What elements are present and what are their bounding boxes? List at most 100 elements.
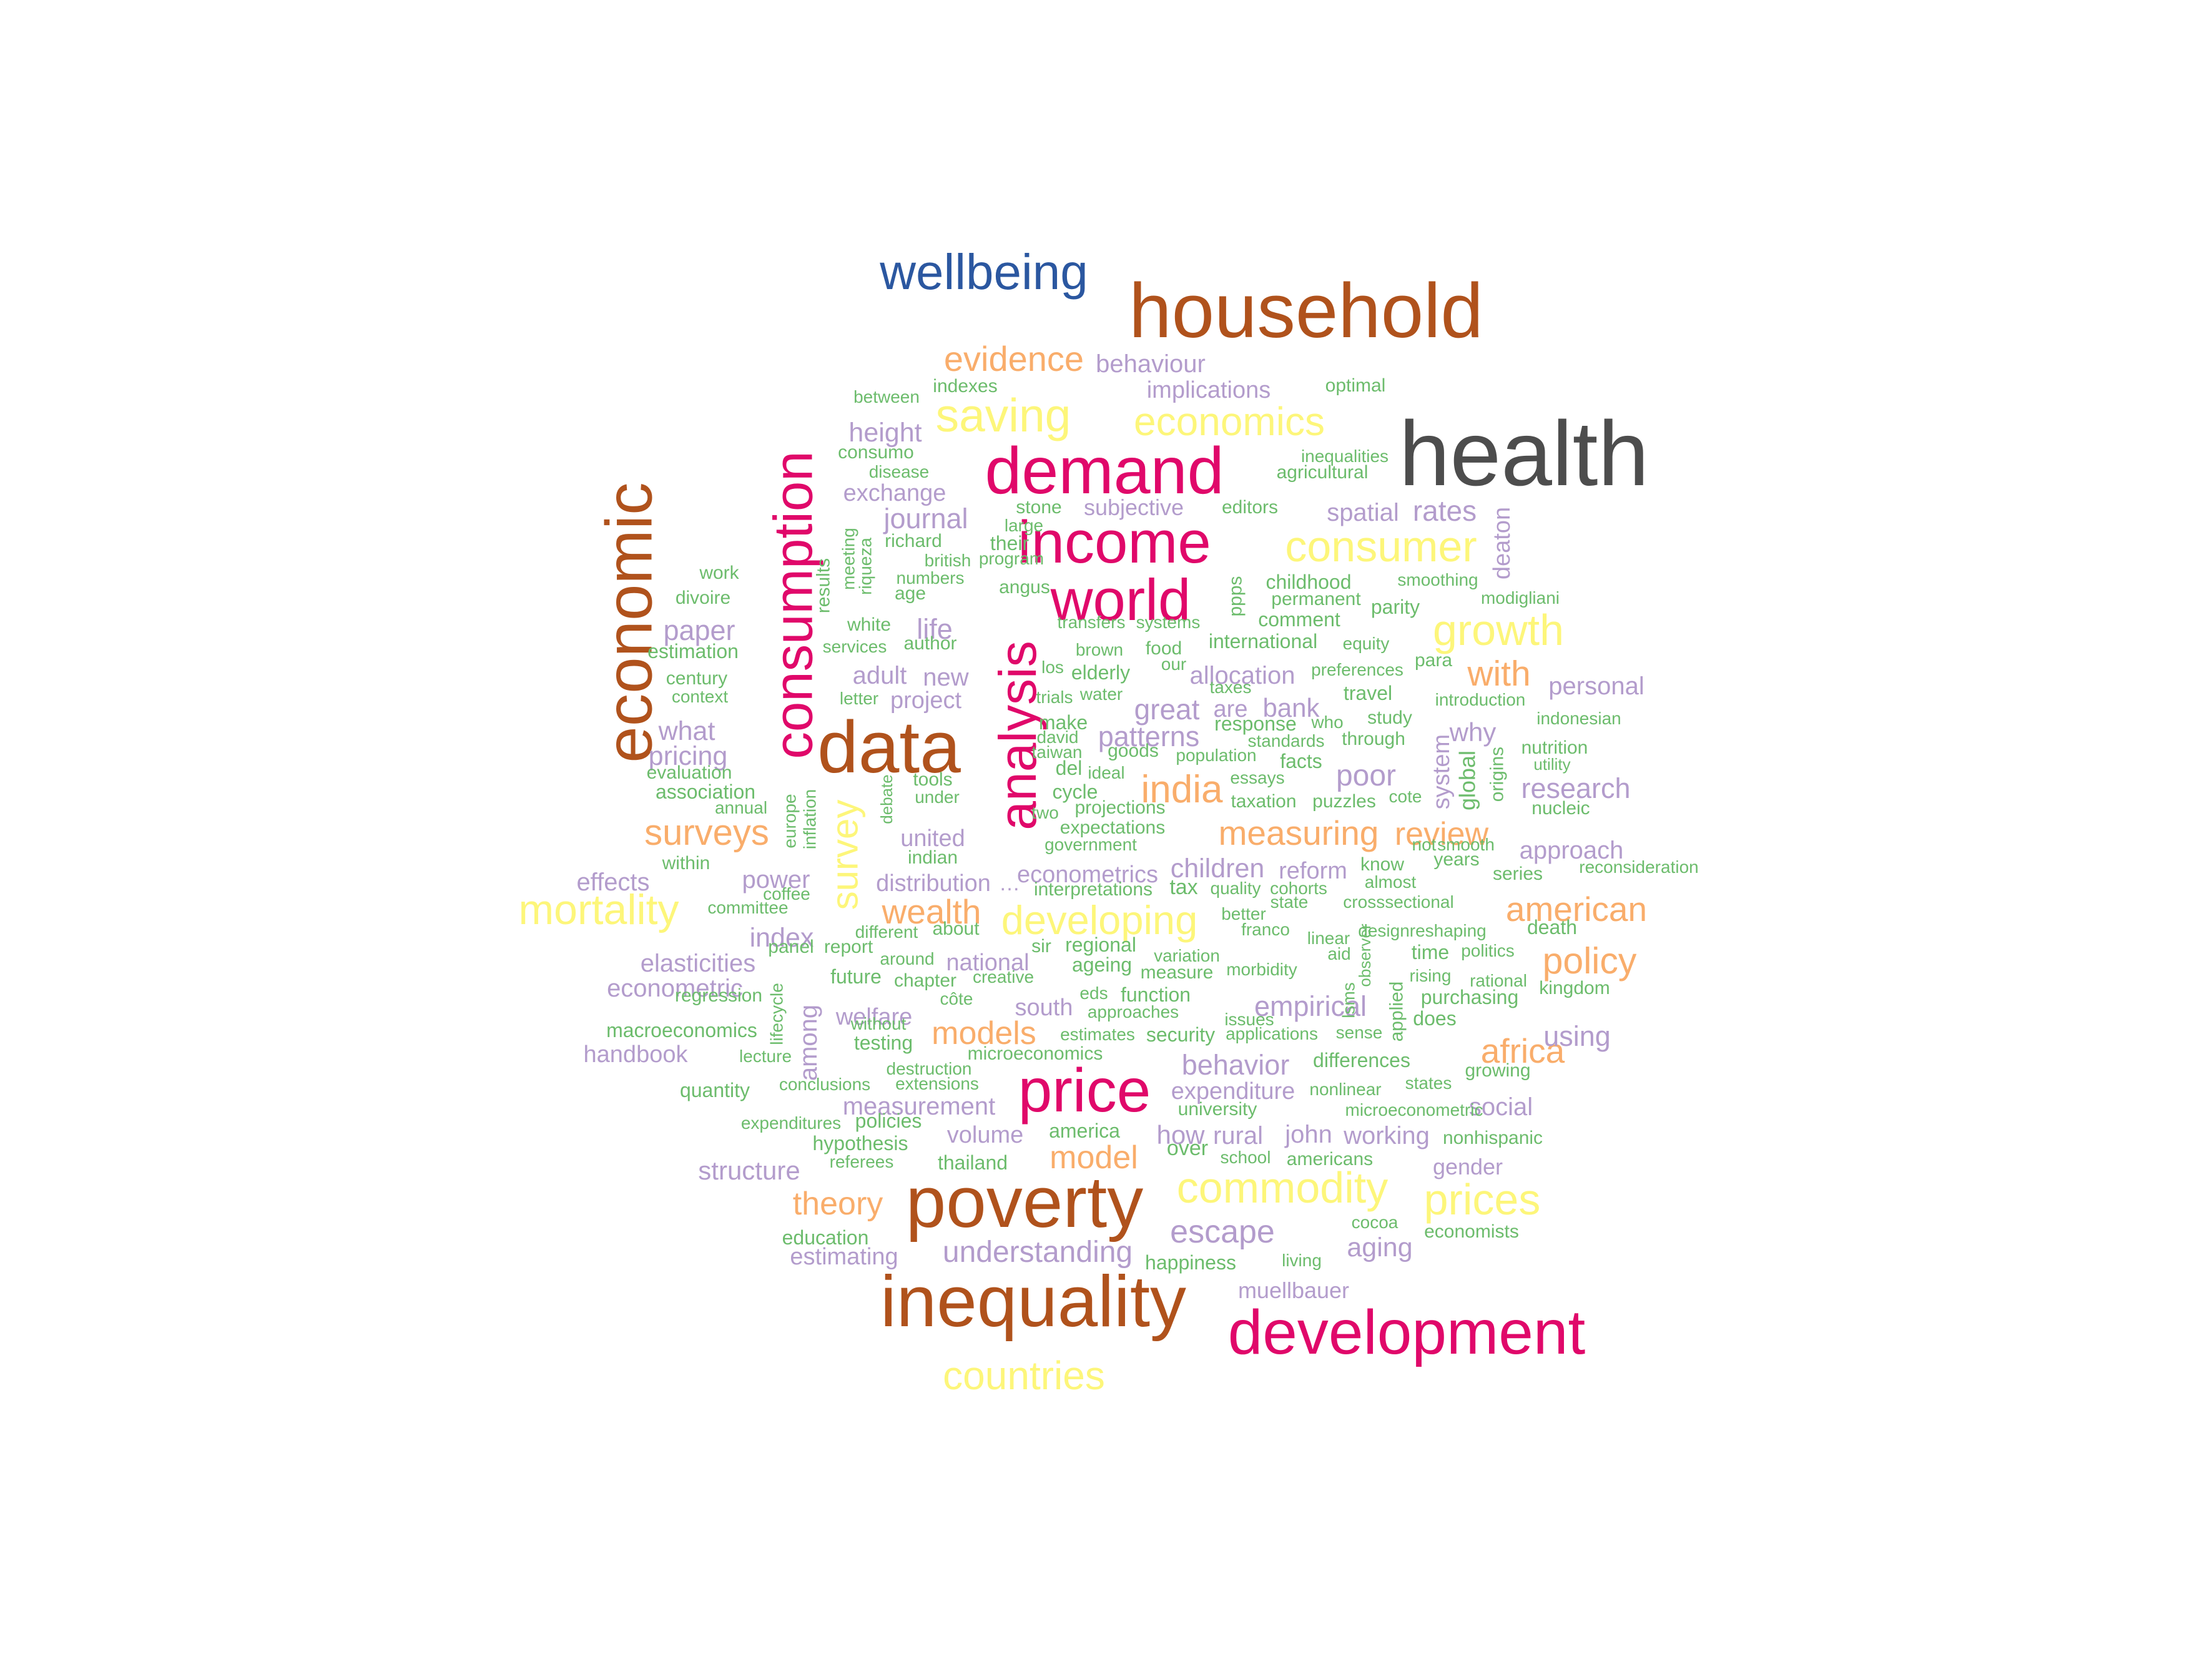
cloud-word-213: regional [1065, 933, 1136, 956]
cloud-word-111: numbers [897, 568, 965, 588]
cloud-word-270: education [782, 1226, 869, 1249]
cloud-word-209: death [1527, 916, 1577, 938]
cloud-word-1: wellbeing [879, 244, 1088, 300]
cloud-word-251: growing [1465, 1060, 1530, 1081]
cloud-word-245: sense [1336, 1023, 1383, 1042]
cloud-word-220: regression [675, 985, 762, 1006]
cloud-word-102: inequalities [1301, 446, 1389, 466]
cloud-word-204: panel [768, 937, 814, 957]
cloud-word-62: research [1521, 772, 1630, 804]
cloud-word-259: expenditures [741, 1113, 841, 1133]
cloud-word-73: econometric [607, 975, 743, 1002]
cloud-word-66: power [742, 866, 810, 893]
cloud-word-133: food [1146, 638, 1182, 659]
cloud-word-262: nonhispanic [1443, 1128, 1543, 1148]
cloud-word-149: response [1214, 712, 1297, 735]
cloud-word-225: measure [1141, 962, 1214, 983]
cloud-word-69: children [1171, 854, 1265, 884]
cloud-word-118: riqueza [856, 538, 875, 595]
cloud-word-40: exchange [843, 480, 946, 506]
cloud-word-137: los [1041, 657, 1064, 677]
cloud-word-142: elderly [1071, 661, 1130, 684]
cloud-word-51: allocation [1189, 662, 1295, 689]
cloud-word-206: about [932, 918, 980, 939]
cloud-word-171: annual [715, 798, 767, 817]
cloud-word-47: life [917, 613, 953, 645]
cloud-word-170: origins [1487, 747, 1508, 802]
cloud-word-122: modigliani [1481, 588, 1560, 608]
cloud-word-132: brown [1076, 640, 1123, 659]
cloud-word-96: muellbauer [1238, 1277, 1349, 1303]
cloud-word-158: evaluation [647, 762, 732, 783]
cloud-word-97: indexes [933, 376, 997, 396]
cloud-word-227: lifecycle [767, 983, 787, 1045]
cloud-word-182: projections [1074, 797, 1165, 818]
cloud-word-190: know [1360, 854, 1404, 875]
cloud-word-95: estimating [790, 1244, 898, 1270]
cloud-word-231: rising [1410, 966, 1452, 985]
cloud-word-125: author [903, 633, 956, 654]
cloud-word-223: creative [973, 967, 1034, 987]
cloud-word-105: large [1005, 516, 1043, 535]
cloud-word-179: cote [1389, 787, 1422, 806]
cloud-word-240: macroeconomics [606, 1019, 757, 1041]
cloud-word-3: economic [593, 482, 666, 762]
cloud-word-239: purchasing [1421, 986, 1519, 1008]
cloud-word-20: survey [824, 800, 866, 910]
cloud-word-128: comment [1258, 608, 1340, 631]
cloud-word-19: developing [1001, 897, 1197, 943]
cloud-word-211: around [880, 949, 934, 968]
cloud-word-103: agricultural [1277, 462, 1369, 483]
cloud-word-0: health [1399, 403, 1649, 505]
cloud-word-34: africa [1481, 1031, 1565, 1070]
cloud-word-226: morbidity [1226, 960, 1297, 979]
cloud-word-215: observer [1355, 923, 1374, 987]
cloud-word-216: aid [1327, 944, 1350, 963]
cloud-word-130: estimation [647, 640, 739, 662]
cloud-word-45: deaton [1489, 507, 1515, 579]
cloud-word-75: among [795, 1005, 822, 1081]
cloud-word-49: new [923, 664, 968, 691]
cloud-word-16: consumer [1285, 522, 1477, 571]
cloud-word-17: growth [1433, 606, 1564, 654]
cloud-word-18: mortality [519, 886, 679, 933]
cloud-word-175: under [915, 787, 960, 807]
cloud-word-253: extensions [895, 1074, 979, 1093]
cloud-word-201: state [1271, 892, 1309, 912]
cloud-word-192: series [1493, 864, 1543, 884]
cloud-word-176: cycle [1053, 780, 1098, 803]
cloud-word-172: europe [780, 794, 800, 848]
cloud-word-109: program [979, 549, 1044, 568]
cloud-word-144: letter [840, 689, 878, 708]
cloud-word-157: nutrition [1521, 737, 1588, 758]
cloud-word-94: aging [1347, 1233, 1412, 1263]
cloud-word-247: lecture [739, 1046, 792, 1066]
cloud-word-60: system [1428, 734, 1455, 809]
cloud-word-267: school [1221, 1148, 1271, 1167]
cloud-word-119: childhood [1266, 571, 1352, 593]
cloud-word-257: university [1178, 1099, 1257, 1120]
cloud-word-84: volume [947, 1122, 1024, 1148]
cloud-word-214: linear [1307, 928, 1350, 948]
cloud-word-126: transfers [1058, 613, 1126, 632]
cloud-word-203: better [1221, 904, 1266, 923]
cloud-word-116: results [814, 558, 834, 613]
cloud-word-54: bank [1262, 693, 1320, 722]
cloud-word-256: nonlinear [1309, 1080, 1381, 1099]
cloud-word-228: côte [940, 989, 973, 1008]
cloud-word-269: cocoa [1352, 1213, 1398, 1232]
cloud-word-100: consumo [838, 442, 914, 463]
cloud-word-258: microeconometric [1345, 1100, 1483, 1120]
cloud-word-161: population [1176, 746, 1256, 765]
cloud-word-33: models [931, 1015, 1036, 1051]
cloud-word-13: development [1228, 1297, 1586, 1367]
cloud-word-107: richard [885, 531, 942, 551]
cloud-word-131: services [823, 637, 887, 656]
cloud-word-173: inflation [800, 789, 820, 850]
cloud-word-91: social [1469, 1093, 1533, 1121]
cloud-word-150: who [1310, 712, 1343, 732]
cloud-word-248: microeconomics [968, 1043, 1103, 1064]
cloud-word-113: angus [999, 577, 1050, 598]
cloud-word-52: great [1134, 693, 1200, 726]
cloud-word-233: kingdom [1539, 978, 1610, 998]
